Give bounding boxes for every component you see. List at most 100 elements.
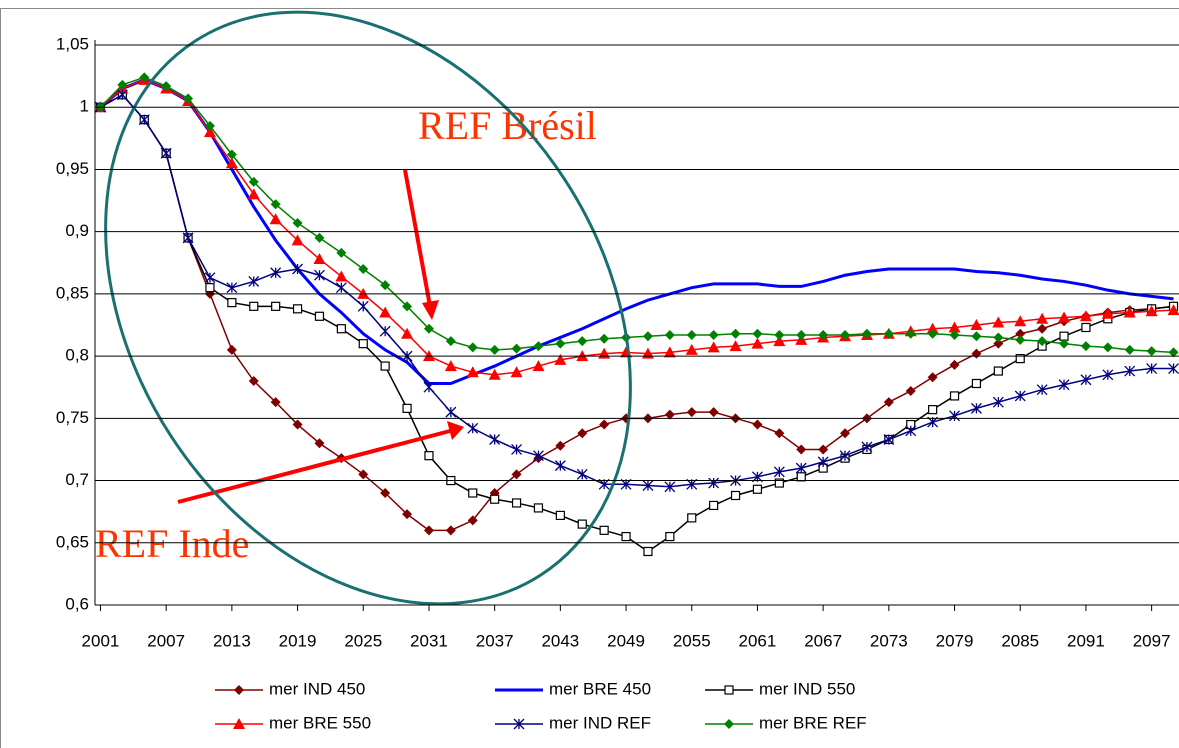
marker [533, 503, 544, 513]
marker [1059, 338, 1070, 349]
marker [577, 519, 587, 529]
marker [707, 341, 720, 353]
marker [205, 283, 215, 293]
marker [270, 267, 282, 279]
marker [993, 338, 1004, 349]
marker [576, 468, 588, 480]
marker [1167, 304, 1179, 316]
marker [423, 381, 435, 393]
marker [555, 440, 566, 451]
marker [795, 462, 807, 474]
y-tick-label: 1,05 [56, 34, 89, 53]
marker [1015, 354, 1025, 364]
marker [642, 480, 654, 491]
x-tick-label: 2079 [936, 631, 974, 650]
marker [532, 360, 545, 372]
y-tick-label: 0,9 [65, 221, 89, 240]
marker [708, 329, 719, 340]
marker [292, 263, 304, 275]
marker [489, 344, 500, 355]
marker [663, 346, 676, 358]
marker [226, 282, 238, 294]
x-tick-label: 2007 [147, 631, 185, 650]
marker [292, 419, 303, 430]
marker [402, 403, 412, 413]
highlight-ellipse [104, 10, 632, 606]
x-tick-label: 2067 [804, 631, 842, 650]
marker [730, 328, 741, 339]
marker [402, 509, 413, 520]
marker [247, 188, 260, 200]
x-tick-label: 2043 [541, 631, 579, 650]
marker [774, 428, 785, 439]
chart-frame [0, 8, 1179, 748]
marker [643, 546, 653, 557]
series-line [99, 78, 1174, 385]
marker [510, 366, 523, 378]
marker [1124, 365, 1136, 377]
marker [490, 494, 500, 504]
marker [380, 280, 391, 291]
marker [379, 306, 392, 318]
marker [708, 477, 720, 489]
marker [883, 397, 894, 408]
marker [183, 93, 194, 104]
marker [686, 329, 697, 340]
marker [949, 410, 960, 422]
marker [554, 353, 567, 365]
marker [927, 372, 938, 383]
series-line [100, 93, 1174, 488]
marker [139, 72, 150, 83]
arrow [403, 169, 432, 307]
marker [1145, 305, 1158, 317]
marker [621, 531, 631, 542]
y-tick-label: 0,8 [65, 346, 89, 365]
marker [291, 234, 304, 246]
marker [402, 301, 413, 312]
marker [357, 300, 369, 312]
x-tick-label: 2037 [476, 631, 514, 650]
marker [204, 120, 215, 131]
marker [926, 322, 939, 334]
marker [270, 199, 281, 210]
marker [379, 325, 391, 337]
y-tick-label: 0,85 [56, 283, 89, 302]
marker [839, 450, 851, 462]
marker [554, 460, 566, 472]
x-tick-label: 2073 [870, 631, 908, 650]
marker [1080, 341, 1091, 352]
marker [533, 341, 544, 352]
marker [203, 126, 216, 138]
marker [1102, 369, 1114, 381]
marker [992, 396, 1004, 408]
marker [970, 319, 983, 330]
marker [642, 331, 653, 342]
marker [1146, 363, 1158, 375]
x-tick-label: 2019 [279, 631, 317, 650]
marker [796, 329, 807, 340]
x-tick-label: 2091 [1067, 631, 1105, 650]
legend-label: mer BRE REF [759, 713, 867, 732]
marker [1079, 310, 1092, 322]
marker [664, 481, 676, 493]
marker [380, 488, 391, 498]
marker [685, 343, 698, 355]
marker [687, 513, 697, 523]
marker [1101, 307, 1114, 319]
marker [555, 338, 566, 349]
marker [1014, 315, 1027, 327]
marker [1036, 384, 1048, 396]
marker [234, 685, 244, 695]
marker [226, 344, 237, 355]
marker [708, 407, 719, 418]
marker [468, 488, 478, 498]
marker [664, 329, 675, 340]
y-tick-label: 0,65 [56, 532, 89, 551]
marker [992, 316, 1005, 328]
marker [752, 484, 763, 494]
marker [1015, 334, 1026, 345]
marker [664, 409, 675, 420]
marker [270, 397, 281, 408]
marker [751, 337, 764, 349]
marker [314, 438, 325, 449]
